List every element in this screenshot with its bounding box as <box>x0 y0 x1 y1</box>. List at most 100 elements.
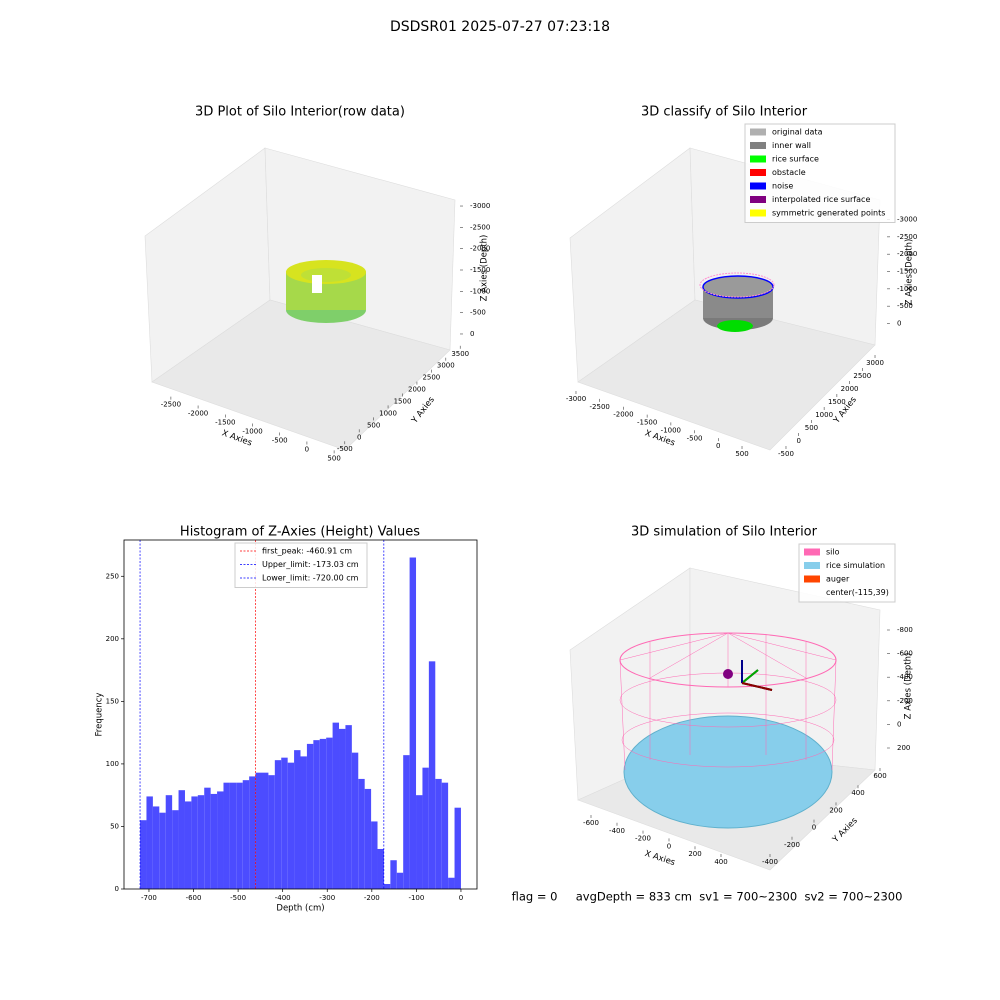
y-tick-label: 2000 <box>841 385 859 393</box>
y-tick-label: 500 <box>367 421 380 429</box>
bar <box>274 760 282 889</box>
bar <box>364 788 372 889</box>
x-tick-label: -2000 <box>188 410 208 418</box>
bar <box>140 820 147 889</box>
legend-label: original data <box>772 128 823 137</box>
bar <box>441 782 449 889</box>
bar <box>390 860 397 889</box>
bar <box>294 750 301 889</box>
x-tick-label: 500 <box>735 450 748 458</box>
y-tick-label: 3000 <box>866 359 884 367</box>
y-tick-label: 1000 <box>379 409 397 417</box>
z-tick-label: -3000 <box>470 202 490 210</box>
x-tick-label: 0 <box>305 445 309 453</box>
legend-label: center(-115,39) <box>826 588 889 597</box>
y-tick-label: 1500 <box>828 398 846 406</box>
bar <box>281 757 288 889</box>
z-axis-label: Z Axies (Depth) <box>905 239 915 306</box>
x-tick-label: -2000 <box>613 411 633 419</box>
bar <box>422 767 429 889</box>
y-tick-label: 50 <box>110 822 119 830</box>
bar <box>197 795 205 889</box>
bar <box>255 772 262 889</box>
bar <box>332 722 340 889</box>
bar <box>377 848 384 889</box>
x-tick-label: 0 <box>667 842 671 850</box>
x-tick-label: -300 <box>319 894 335 902</box>
z-tick-label: -500 <box>470 309 486 317</box>
pane <box>577 299 876 451</box>
cloud <box>301 268 351 282</box>
rice <box>623 715 833 829</box>
bar <box>339 728 346 889</box>
y-axis-label: Frequency <box>95 693 105 737</box>
legend-label: obstacle <box>772 168 806 177</box>
z-tick-label: 200 <box>897 744 910 752</box>
bar <box>409 557 417 889</box>
legend-swatch <box>750 169 766 176</box>
legend-swatch <box>750 128 766 136</box>
y-tick-label: 0 <box>115 885 119 893</box>
z-tick-label: -2500 <box>897 233 917 241</box>
bar <box>403 755 410 889</box>
x-tick-label: 200 <box>688 850 701 858</box>
z-axis-label: Z Axies (Depth) <box>480 235 490 302</box>
x-tick-label: 500 <box>327 454 340 462</box>
footer: flag = 0 avgDepth = 833 cm sv1 = 700~230… <box>512 890 903 904</box>
legend-swatch <box>750 142 766 149</box>
bar <box>236 782 243 889</box>
x-tick-label: -100 <box>408 894 424 902</box>
legend-label: interpolated rice surface <box>772 195 870 204</box>
z-tick-label: -200 <box>897 697 913 705</box>
bar <box>159 812 166 889</box>
bar <box>204 787 211 889</box>
silo <box>619 632 837 771</box>
bar <box>152 806 160 889</box>
x-axis-label: Depth (cm) <box>276 904 324 914</box>
legend-swatch <box>750 155 766 163</box>
bar <box>165 795 173 889</box>
legend-label: symmetric generated points <box>772 209 885 218</box>
y-tick-label: 100 <box>106 760 119 768</box>
bar <box>178 790 185 889</box>
z-tick-label: 0 <box>897 320 901 328</box>
y-tick-label: 1000 <box>815 411 833 419</box>
legend-swatch <box>750 182 766 190</box>
legend-swatch <box>804 562 820 569</box>
x-tick-label: -400 <box>609 827 625 835</box>
bar <box>371 821 378 889</box>
bar <box>326 737 333 889</box>
legend-label: noise <box>772 182 793 191</box>
bar <box>345 725 352 889</box>
y-tick-label: -500 <box>337 445 353 453</box>
x-tick-label: -1500 <box>637 419 657 427</box>
x-tick-label: -600 <box>583 819 599 827</box>
y-axis-label: Y Axies <box>409 395 437 427</box>
bar <box>428 661 436 889</box>
x-tick-label: 0 <box>459 894 463 902</box>
x-tick-label: -200 <box>635 835 651 843</box>
bar <box>383 883 391 889</box>
bar <box>396 872 404 889</box>
bar <box>191 796 198 889</box>
y-tick-label: 2000 <box>408 386 426 394</box>
bar <box>319 738 327 889</box>
legend-label: first_peak: -460.91 cm <box>262 547 352 556</box>
legend-label: auger <box>826 575 850 584</box>
y-tick-label: 200 <box>829 806 842 814</box>
bar <box>435 778 442 889</box>
x-tick-label: -3000 <box>566 395 586 403</box>
x-tick-label: -500 <box>687 434 703 442</box>
x-tick-label: -1000 <box>661 426 681 434</box>
legend-swatch <box>750 196 766 203</box>
chart-title: 3D simulation of Silo Interior <box>631 525 818 540</box>
bar <box>358 778 365 889</box>
bar <box>249 776 256 889</box>
z-tick-label: -2500 <box>470 223 490 231</box>
legend-label: rice surface <box>772 155 819 164</box>
z-tick-label: -1500 <box>897 268 917 276</box>
z-tick-label: -3000 <box>897 216 917 224</box>
legend-label: inner wall <box>772 141 811 150</box>
bar <box>313 740 320 889</box>
y-tick-label: 1500 <box>394 398 412 406</box>
